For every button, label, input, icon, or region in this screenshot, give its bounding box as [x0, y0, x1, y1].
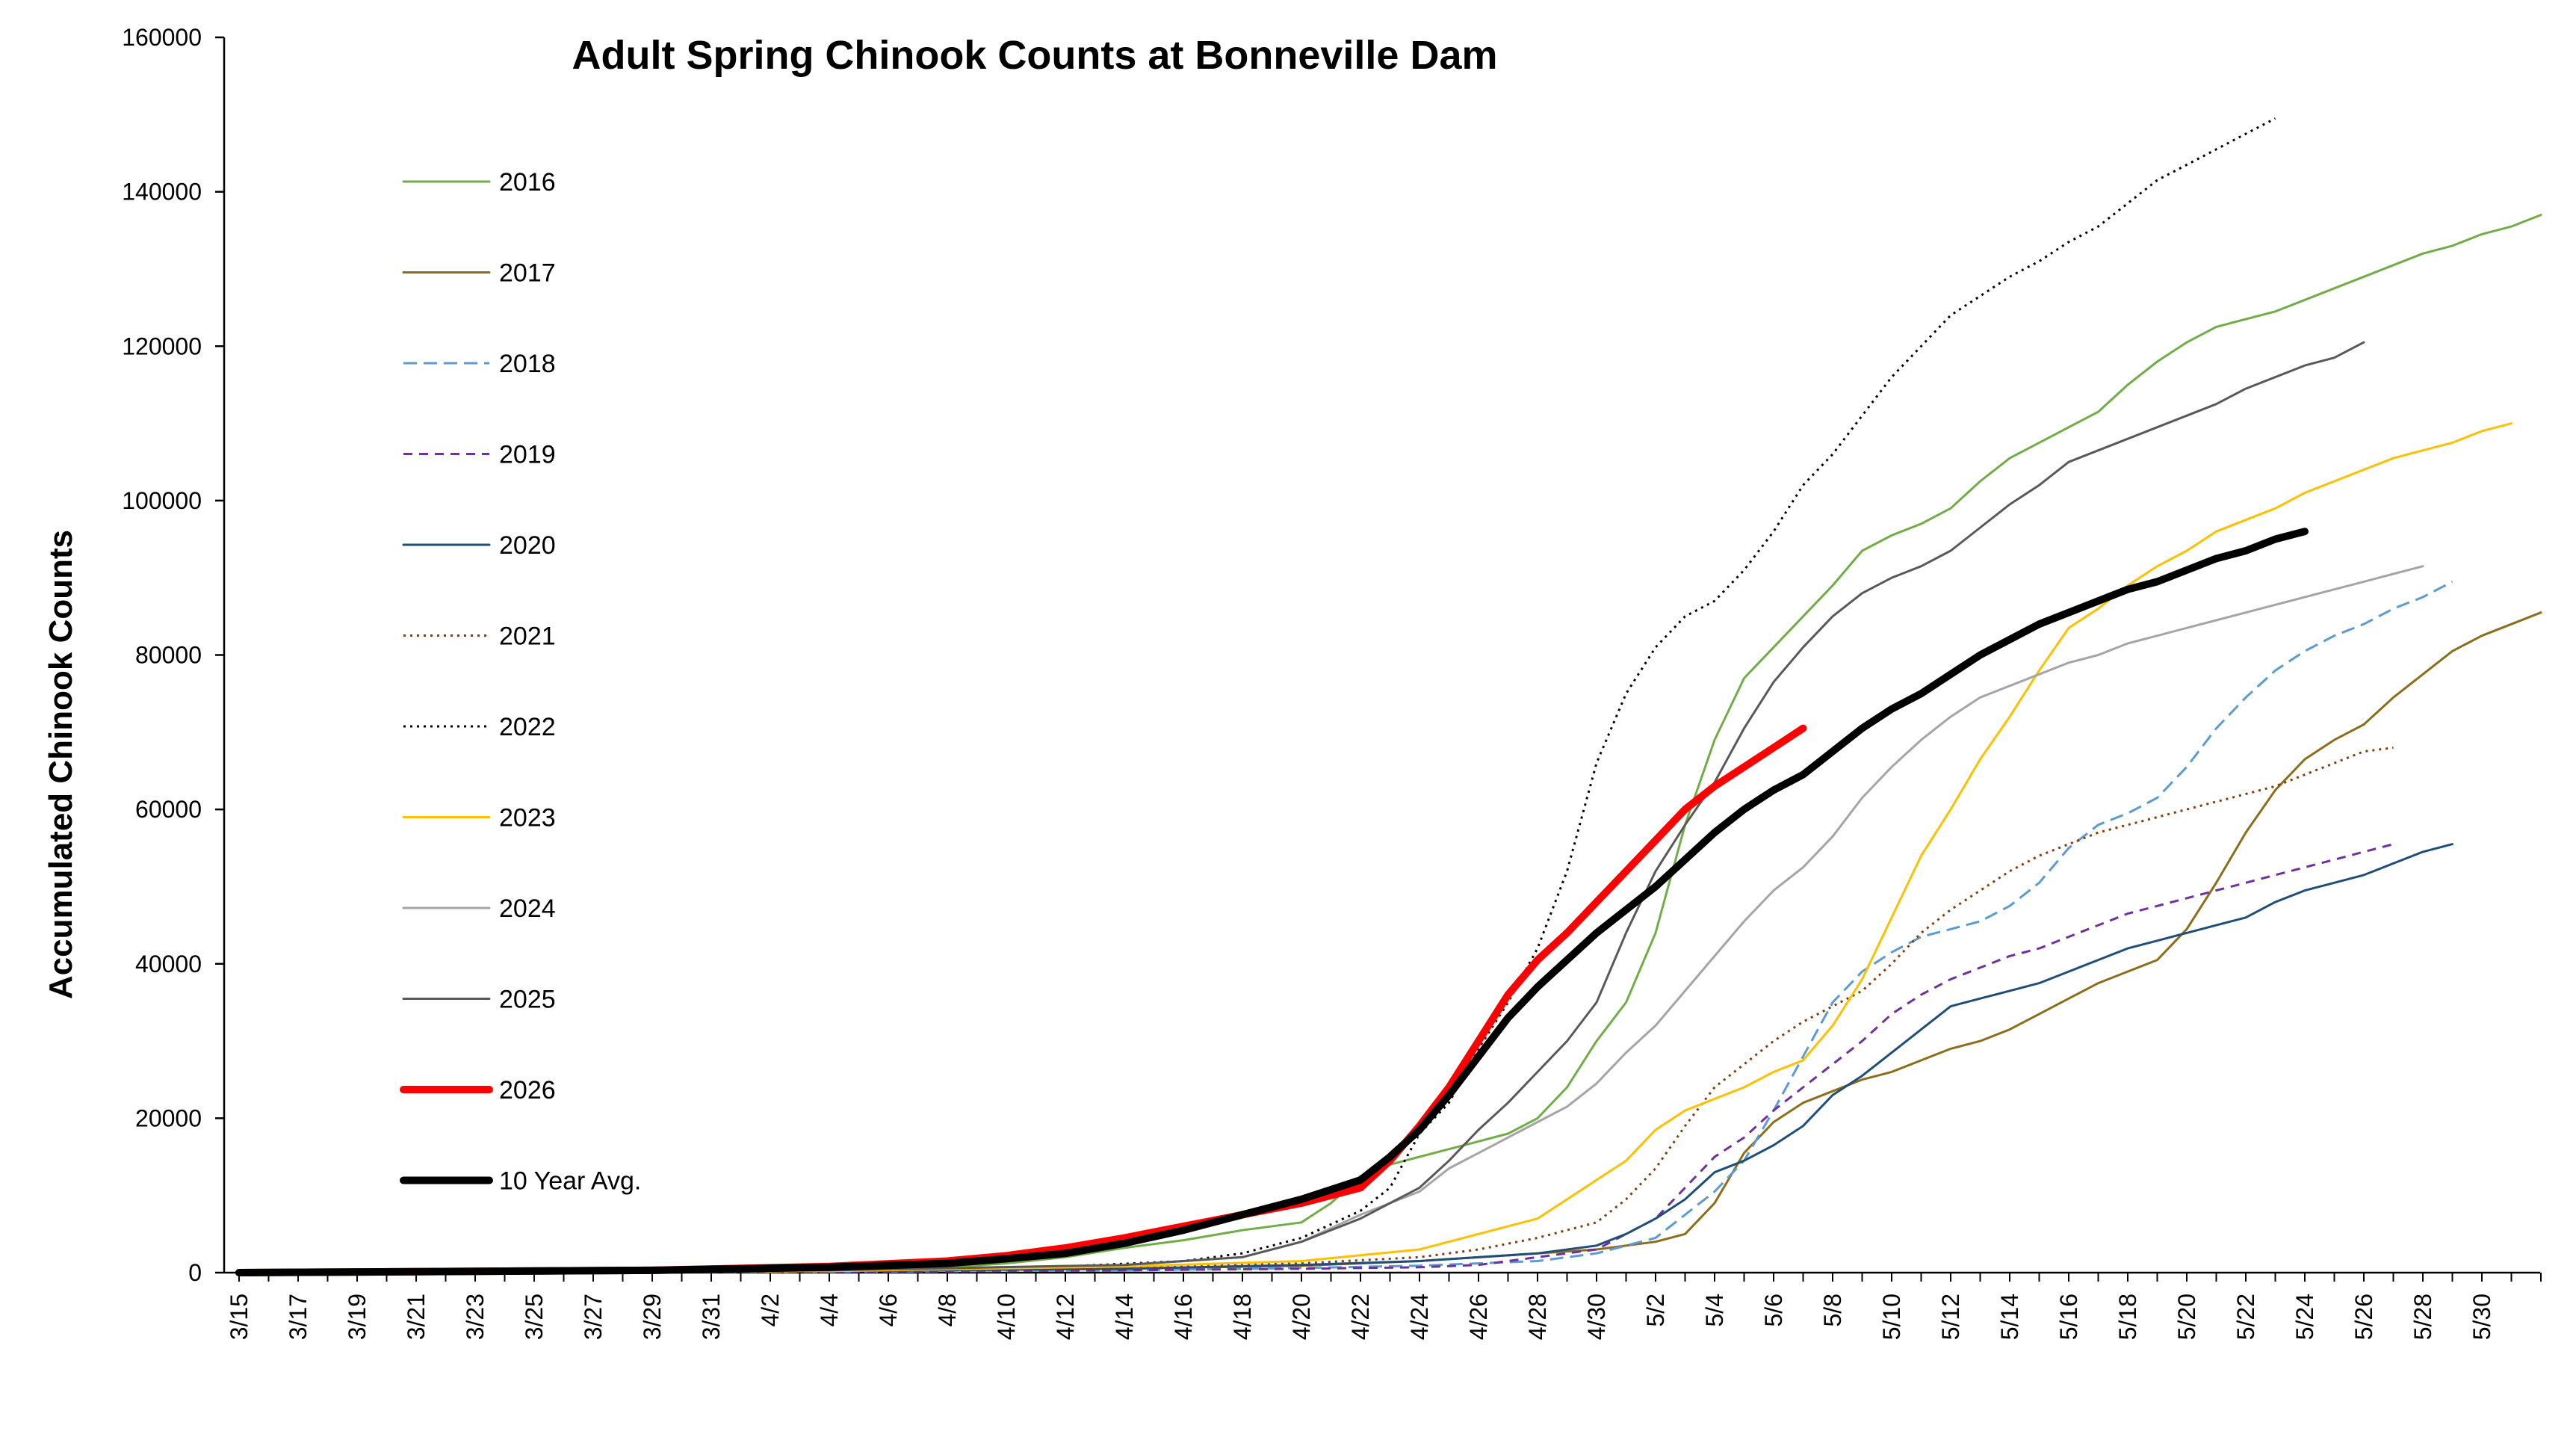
x-tick-label: 5/8	[1819, 1294, 1846, 1326]
x-tick-label: 4/22	[1347, 1294, 1374, 1340]
y-tick-label: 0	[188, 1259, 202, 1286]
y-tick-label: 60000	[135, 796, 202, 823]
x-tick-label: 4/12	[1052, 1294, 1079, 1340]
legend-label: 2023	[499, 804, 556, 832]
x-tick-label: 3/15	[226, 1294, 253, 1340]
x-tick-label: 4/8	[934, 1294, 961, 1326]
x-tick-label: 4/26	[1465, 1294, 1492, 1340]
series-line-2024	[238, 565, 2424, 1274]
x-tick-label: 4/24	[1406, 1294, 1433, 1340]
x-tick-label: 5/30	[2468, 1294, 2495, 1340]
x-tick-label: 5/2	[1642, 1294, 1669, 1326]
x-tick-label: 5/18	[2114, 1294, 2141, 1340]
x-tick-label: 3/27	[580, 1294, 607, 1340]
x-tick-label: 5/10	[1878, 1294, 1905, 1340]
x-tick-label: 5/4	[1701, 1294, 1728, 1326]
x-tick-label: 3/31	[698, 1294, 725, 1340]
series-line-10-year-avg	[235, 528, 2309, 1276]
series-line-2023	[238, 422, 2512, 1274]
x-tick-label: 5/16	[2055, 1294, 2082, 1340]
x-tick-label: 4/20	[1288, 1294, 1315, 1340]
x-tick-label: 3/23	[462, 1294, 489, 1340]
x-tick-label: 3/17	[285, 1294, 312, 1340]
x-tick-label: 4/14	[1111, 1294, 1138, 1340]
x-tick-label: 5/6	[1760, 1294, 1787, 1326]
x-tick-label: 4/28	[1524, 1294, 1551, 1340]
y-axis-label: Accumulated Chinook Counts	[43, 530, 79, 999]
x-tick-label: 5/12	[1937, 1294, 1964, 1340]
legend-label: 2017	[499, 259, 556, 288]
x-tick-label: 4/30	[1583, 1294, 1610, 1340]
series-line-2022	[238, 117, 2276, 1274]
series-line-2016	[238, 214, 2542, 1274]
legend-label: 2024	[499, 895, 556, 923]
y-tick-label: 40000	[135, 951, 202, 977]
legend-label: 2021	[499, 622, 556, 651]
legend-label: 2018	[499, 350, 556, 378]
x-tick-label: 5/14	[1996, 1294, 2023, 1340]
legend-label: 2020	[499, 531, 556, 560]
legend-label: 2016	[499, 168, 556, 197]
y-tick-label: 160000	[122, 24, 202, 51]
x-tick-label: 5/22	[2232, 1294, 2259, 1340]
x-tick-label: 4/16	[1170, 1294, 1197, 1340]
y-tick-label: 80000	[135, 642, 202, 669]
x-tick-label: 5/28	[2409, 1294, 2436, 1340]
x-tick-label: 4/6	[875, 1294, 902, 1326]
y-tick-label: 140000	[122, 179, 202, 206]
series-line-2019	[238, 843, 2394, 1274]
legend-label: 2019	[499, 441, 556, 469]
legend: 2016 2017 2018 2019 2020 2021 2022 2023 2024 2025…	[400, 168, 641, 1196]
y-tick-label: 20000	[135, 1104, 202, 1131]
x-tick-label: 5/24	[2291, 1294, 2318, 1340]
series-line-2025	[238, 341, 2365, 1274]
x-tick-label: 3/29	[639, 1294, 666, 1340]
x-tick-label: 4/4	[816, 1294, 843, 1326]
x-tick-label: 4/10	[993, 1294, 1020, 1340]
legend-label: 2026	[499, 1076, 556, 1104]
chart-title: Adult Spring Chinook Counts at Bonnevill…	[572, 33, 1497, 78]
series-lines	[235, 117, 2542, 1276]
x-tick-label: 3/21	[403, 1294, 430, 1340]
x-tick-label: 5/20	[2173, 1294, 2200, 1340]
x-axis-ticks: 3/15 3/17 3/19 3/21 3/23 3/25 3/27 3/29 3/31 4/2 4…	[226, 1273, 2542, 1340]
x-tick-label: 4/2	[757, 1294, 784, 1326]
legend-label: 2025	[499, 986, 556, 1014]
series-line-2020	[238, 843, 2453, 1274]
y-tick-label: 120000	[122, 333, 202, 359]
x-tick-label: 4/18	[1229, 1294, 1256, 1340]
x-tick-label: 3/25	[521, 1294, 548, 1340]
legend-label: 10 Year Avg.	[499, 1167, 641, 1196]
series-line-2017	[238, 611, 2542, 1274]
y-tick-label: 100000	[122, 487, 202, 514]
series-line-2026	[235, 724, 1807, 1276]
x-tick-label: 3/19	[344, 1294, 371, 1340]
series-line-2021	[238, 747, 2394, 1274]
series-line-2018	[238, 581, 2453, 1274]
axes	[223, 37, 2540, 1274]
x-tick-label: 5/26	[2350, 1294, 2377, 1340]
y-axis-ticks: 0 20000 40000 60000 80000 100000 120000 140000 1…	[122, 24, 224, 1286]
legend-label: 2022	[499, 713, 556, 741]
